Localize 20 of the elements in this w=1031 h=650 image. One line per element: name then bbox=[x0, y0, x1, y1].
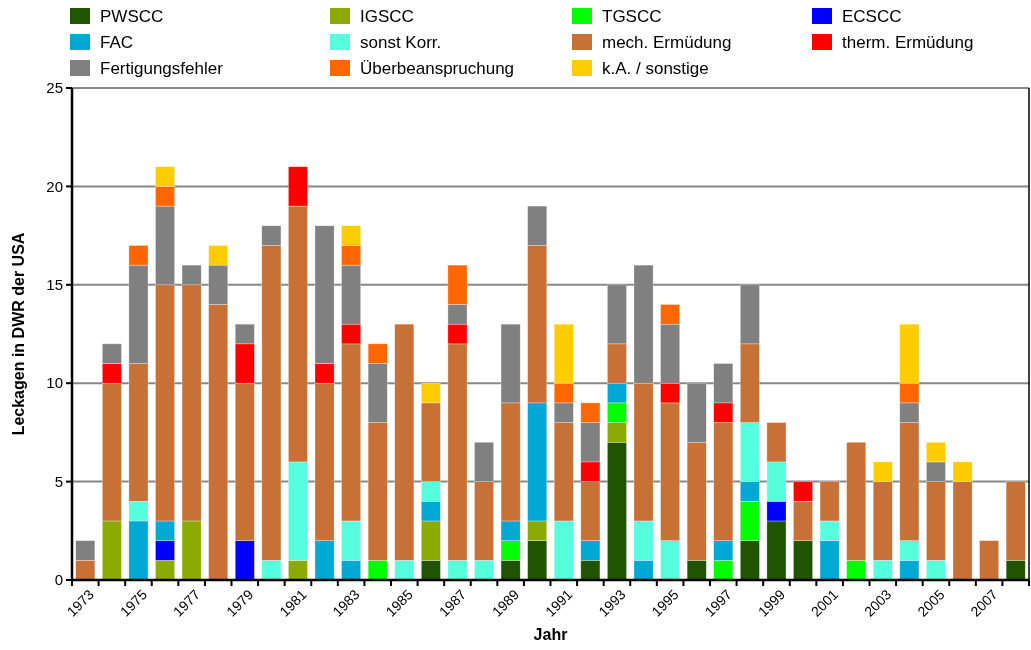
legend-label: Fertigungsfehler bbox=[100, 58, 224, 78]
legend-label: FAC bbox=[100, 32, 134, 52]
y-tick-label: 25 bbox=[46, 79, 63, 97]
x-axis-title: Jahr bbox=[533, 626, 568, 643]
y-tick-label: 5 bbox=[54, 472, 63, 490]
y-tick-label: 10 bbox=[46, 374, 63, 392]
y-axis-title: Leckagen in DWR der USA bbox=[10, 232, 27, 436]
legend-label: IGSCC bbox=[360, 6, 414, 26]
legend-label: therm. Ermüdung bbox=[842, 32, 974, 52]
bar bbox=[979, 540, 999, 581]
legend-label: Überbeanspruchung bbox=[360, 58, 515, 78]
legend-label: PWSCC bbox=[100, 6, 164, 26]
legend-label: TGSCC bbox=[602, 6, 662, 26]
y-tick-label: 0 bbox=[54, 571, 63, 589]
y-tick-label: 20 bbox=[46, 177, 63, 195]
legend-label: mech. Ermüdung bbox=[602, 32, 732, 52]
legend-label: ECSCC bbox=[842, 6, 902, 26]
y-tick-label: 15 bbox=[46, 276, 63, 294]
legend-label: sonst Korr. bbox=[360, 32, 442, 52]
legend-label: k.A. / sonstige bbox=[602, 58, 709, 78]
